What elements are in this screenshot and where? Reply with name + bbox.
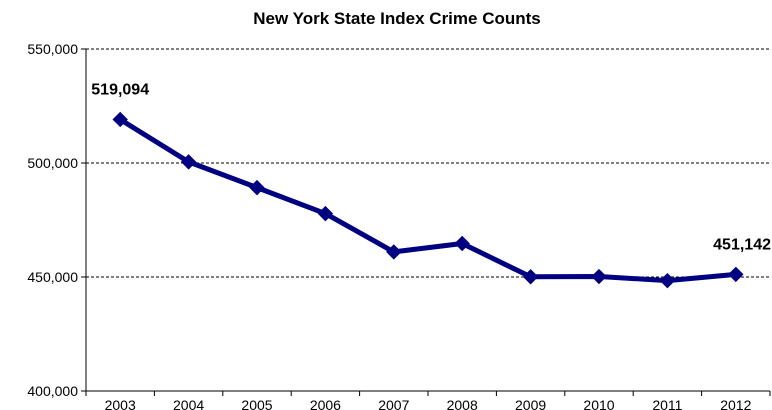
gridlines <box>86 48 770 278</box>
data-point-marker <box>591 268 607 285</box>
x-tick-label: 2006 <box>310 397 341 410</box>
data-point-marker <box>180 154 197 170</box>
data-point-marker <box>317 205 334 222</box>
x-tick-label: 2009 <box>515 397 546 410</box>
y-tick-label: 500,000 <box>27 155 78 171</box>
y-tick-label: 400,000 <box>27 383 78 399</box>
data-point-marker <box>659 272 676 289</box>
data-point-marker <box>728 266 744 283</box>
x-tick-label: 2012 <box>720 397 751 410</box>
data-label: 451,142 <box>713 236 771 253</box>
series-line-group <box>117 117 739 284</box>
chart-title: New York State Index Crime Counts <box>253 9 541 28</box>
x-tick-label: 2005 <box>241 397 272 410</box>
data-point-marker <box>454 235 470 252</box>
y-axis-tick-labels: 400,000 450,000 500,000 550,000 <box>27 41 78 399</box>
y-tick-label: 450,000 <box>27 269 78 285</box>
x-tick-label: 2010 <box>583 397 614 410</box>
data-labels: 519,094 451,142 <box>91 81 771 253</box>
data-label: 519,094 <box>91 81 149 98</box>
data-point-marker <box>386 244 402 260</box>
series-line <box>117 117 739 284</box>
x-axis-tick-labels: 2003 2004 2005 2006 2007 2008 2009 2010 2011 2012 <box>105 397 752 410</box>
x-tick-label: 2004 <box>173 397 204 410</box>
data-point-marker <box>112 111 128 128</box>
x-tick-label: 2007 <box>378 397 409 410</box>
x-tick-label: 2003 <box>105 397 136 410</box>
data-markers <box>112 111 744 289</box>
data-point-marker <box>249 179 265 196</box>
x-tick-label: 2008 <box>447 397 478 410</box>
x-tick-label: 2011 <box>652 397 682 410</box>
axes <box>81 48 771 396</box>
y-tick-label: 550,000 <box>27 41 78 57</box>
data-point-marker <box>522 269 539 285</box>
